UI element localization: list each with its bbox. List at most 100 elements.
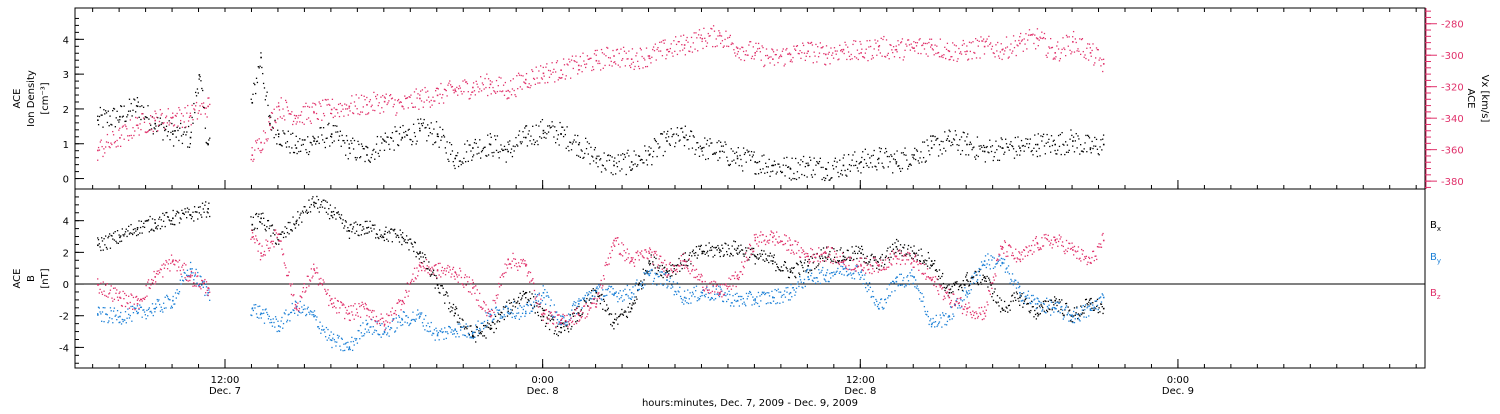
data-point-density <box>851 160 852 161</box>
data-point-density <box>725 144 726 145</box>
data-point-by <box>1007 271 1008 272</box>
data-point-by <box>469 335 470 336</box>
data-point-bx <box>954 285 955 286</box>
data-point-density <box>798 162 799 163</box>
data-point-density <box>1003 154 1004 155</box>
data-point-by <box>141 307 142 308</box>
data-point-by <box>578 303 580 305</box>
data-point-by <box>890 295 891 296</box>
data-point-by <box>738 296 739 297</box>
data-point-bx <box>358 235 359 236</box>
data-point-vx <box>963 40 964 41</box>
data-point-density <box>585 138 586 139</box>
data-point-by <box>689 298 690 299</box>
data-point-density <box>452 150 453 151</box>
data-point-by <box>202 282 203 283</box>
data-point-vx <box>784 64 785 65</box>
data-point-vx <box>101 146 102 147</box>
data-point-by <box>803 282 804 283</box>
data-point-vx <box>1078 51 1079 52</box>
data-point-vx <box>697 50 698 51</box>
data-point-vx <box>691 37 692 38</box>
data-point-density <box>1037 144 1039 146</box>
data-point-by <box>107 314 108 315</box>
data-point-by <box>927 311 928 312</box>
data-point-density <box>889 156 890 157</box>
data-point-vx <box>549 77 550 78</box>
data-point-bx <box>451 310 452 311</box>
data-point-by <box>383 333 384 334</box>
data-point-vx <box>835 50 836 51</box>
data-point-vx <box>578 65 580 67</box>
data-point-vx <box>793 46 794 47</box>
data-point-density <box>289 146 290 147</box>
data-point-bx <box>718 248 719 249</box>
data-point-density <box>766 166 767 167</box>
data-point-density <box>422 125 423 126</box>
data-point-bx <box>655 267 656 268</box>
data-point-bx <box>1013 292 1014 293</box>
data-point-bx <box>711 250 712 251</box>
data-point-bx <box>860 252 862 254</box>
data-point-bx <box>500 314 501 315</box>
data-point-bx <box>501 312 502 313</box>
data-point-density <box>917 151 918 152</box>
data-point-by <box>359 338 360 339</box>
data-point-bx <box>890 246 891 247</box>
data-point-density <box>587 141 588 142</box>
data-point-density <box>254 84 255 85</box>
data-point-by <box>730 305 731 306</box>
data-point-bx <box>313 202 315 204</box>
data-point-density <box>378 153 379 154</box>
data-point-by <box>932 323 933 324</box>
data-point-bx <box>986 281 987 282</box>
data-point-density <box>529 140 530 141</box>
data-point-bx <box>708 255 709 256</box>
data-point-by <box>353 341 354 342</box>
data-point-bx <box>882 259 883 260</box>
data-point-by <box>399 317 400 318</box>
data-point-density <box>265 99 266 100</box>
data-point-bx <box>851 246 852 247</box>
data-point-vx <box>780 54 781 55</box>
data-point-by <box>473 338 474 339</box>
data-point-vx <box>943 54 944 55</box>
data-point-vx <box>419 98 421 100</box>
data-point-bx <box>179 222 180 223</box>
data-point-density <box>836 166 837 167</box>
data-point-bx <box>261 223 262 224</box>
data-point-vx <box>290 114 291 115</box>
data-point-vx <box>496 80 497 81</box>
data-point-by <box>270 319 271 320</box>
data-point-by <box>910 275 911 276</box>
data-point-vx <box>99 149 100 150</box>
data-point-by <box>740 299 741 300</box>
data-point-bx <box>770 260 771 261</box>
data-point-density <box>1100 139 1101 140</box>
data-point-bx <box>833 248 834 249</box>
data-point-bx <box>435 275 436 276</box>
data-point-vx <box>686 37 687 38</box>
data-point-by <box>365 320 366 321</box>
data-point-bx <box>284 226 285 227</box>
data-point-bx <box>1079 315 1080 316</box>
data-point-vx <box>349 110 350 111</box>
data-point-vx <box>124 139 125 140</box>
data-point-by <box>946 324 947 325</box>
data-point-vx <box>560 69 562 71</box>
data-point-bx <box>438 288 439 289</box>
data-point-density <box>567 146 568 147</box>
data-point-vx <box>930 46 931 47</box>
data-point-vx <box>935 53 936 54</box>
data-point-density <box>589 143 590 144</box>
data-point-density <box>931 140 932 141</box>
data-point-by <box>874 302 875 303</box>
data-point-by <box>414 319 415 320</box>
data-point-vx <box>575 55 576 56</box>
data-point-density <box>643 162 644 163</box>
data-point-density <box>1008 147 1009 148</box>
data-point-vx <box>848 51 849 52</box>
data-point-by <box>132 306 133 307</box>
data-point-bx <box>706 252 707 253</box>
data-point-density <box>594 149 595 150</box>
